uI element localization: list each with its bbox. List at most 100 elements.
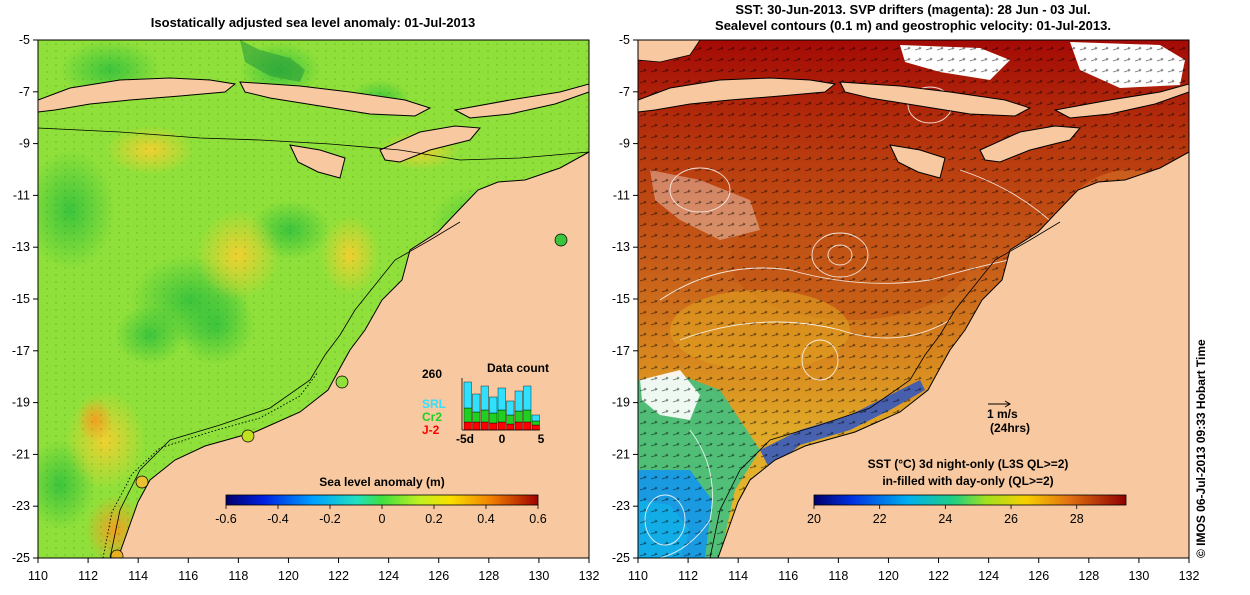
data-count-bar-2-0 [480, 421, 489, 431]
left_panel-x-tick-10: 130 [528, 569, 549, 583]
data-count-bar-7-0 [523, 421, 532, 431]
left_panel-x-tick-3: 116 [178, 569, 198, 583]
data-count-bars [463, 381, 540, 431]
left_panel-y-tick-9: -23 [12, 499, 30, 513]
sea-level-anomaly-map: Isostatically adjusted sea level anomaly… [12, 15, 600, 583]
left-y-axis: -5 -7 -9 -11 -13 -15 -17 -19 -21 -23 -25 [12, 33, 38, 565]
left_panel-x-tick-2: 114 [128, 569, 148, 583]
right-y-axis: -5 -7 -9 -11 -13 -15 -17 -19 -21 -23 -25 [612, 33, 638, 565]
left-panel-title: Isostatically adjusted sea level anomaly… [151, 15, 475, 30]
data-count-bar-4-1 [497, 409, 506, 423]
data-count-bar-2-1 [480, 409, 489, 423]
data-count-bar-6-2 [514, 390, 523, 412]
data-count-bar-0-0 [463, 421, 472, 431]
left_panel-y-tick-8: -21 [12, 447, 30, 461]
sla-field [38, 40, 589, 558]
left_panel-x-tick-5: 120 [278, 569, 299, 583]
right_panel-x-tick-6: 122 [928, 569, 949, 583]
data-count-bar-4-2 [497, 387, 506, 411]
right-x-axis: 110 112 114 116 118 120 122 124 126 128 130 132 [628, 558, 1199, 583]
sst-colorbar-label-line2: in-filled with day-only (QL>=2) [882, 474, 1053, 488]
left_panel-x-tick-4: 118 [228, 569, 248, 583]
left_panel-y-tick-7: -19 [12, 396, 30, 410]
sst-colorbar-tick-2: 24 [938, 512, 952, 526]
java-bali-lombok-islands [38, 77, 237, 113]
right_panel-y-tick-8: -21 [612, 447, 630, 461]
right_panel-x-tick-5: 120 [878, 569, 899, 583]
data-count-bar-7-1 [523, 409, 532, 423]
data-count-bar-7-2 [523, 385, 532, 411]
right_panel-x-tick-2: 114 [728, 569, 748, 583]
sla-colorbar-tick-2: -0.2 [319, 512, 341, 526]
right_panel-x-tick-4: 118 [828, 569, 848, 583]
sla-colorbar: Sea level anomaly (m) -0.6 -0.4 -0.2 0 0.2 0.… [215, 475, 547, 526]
left_panel-x-tick-11: 132 [579, 569, 600, 583]
velocity-scale-value: 1 m/s [987, 407, 1018, 421]
sla-colorbar-tick-0: -0.6 [215, 512, 237, 526]
right_panel-y-tick-4: -13 [612, 240, 630, 254]
right_panel-x-tick-7: 124 [978, 569, 999, 583]
right_panel-x-tick-3: 116 [778, 569, 798, 583]
data-count-bar-8-0 [531, 424, 540, 431]
sst-colorbar-tick-3: 26 [1004, 512, 1018, 526]
left_panel-y-tick-1: -7 [19, 85, 30, 99]
left_panel-y-tick-5: -15 [12, 292, 30, 306]
data-count-bar-4-0 [497, 421, 506, 431]
right_panel-y-tick-1: -7 [619, 85, 630, 99]
left_panel-x-tick-6: 122 [328, 569, 349, 583]
left_panel-x-tick-9: 128 [478, 569, 499, 583]
right-panel-title-line2: Sealevel contours (0.1 m) and geostrophi… [715, 18, 1111, 33]
data-count-bar-2-2 [480, 385, 489, 411]
data-count-bar-8-2 [531, 414, 540, 422]
data-count-bar-3-0 [489, 422, 498, 431]
data-count-bar-3-1 [489, 412, 498, 424]
left_panel-y-tick-0: -5 [19, 33, 30, 47]
left_panel-x-tick-0: 110 [28, 569, 48, 583]
data-count-bar-0-1 [463, 407, 472, 423]
data-count-bar-5-0 [506, 423, 515, 431]
sla-colorbar-tick-4: 0.2 [425, 512, 442, 526]
sla-colorbar-label: Sea level anomaly (m) [319, 475, 444, 489]
right_panel-y-tick-5: -15 [612, 292, 630, 306]
dc-x-tick-0: -5d [456, 432, 474, 446]
data-count-max: 260 [422, 367, 442, 381]
sst-colorbar-label-line1: SST (°C) 3d night-only (L3S QL>=2) [868, 457, 1069, 471]
left_panel-x-tick-8: 126 [428, 569, 449, 583]
data-count-bar-0-2 [463, 381, 472, 409]
data-count-title: Data count [487, 361, 549, 375]
sla-colorbar-tick-1: -0.4 [267, 512, 289, 526]
sst-field [638, 40, 1189, 558]
data-count-legend-cr2: Cr2 [422, 410, 442, 424]
java-bali-lombok-islands-sst [638, 77, 837, 113]
right-panel-title-line1: SST: 30-Jun-2013. SVP drifters (magenta)… [735, 2, 1090, 17]
data-count-legend-srl: SRL [422, 397, 446, 411]
right_panel-x-tick-10: 130 [1128, 569, 1149, 583]
imos-credit: © IMOS 06-Jul-2013 09:33 Hobart Time [1194, 339, 1208, 558]
right_panel-y-tick-6: -17 [612, 344, 630, 358]
left_panel-x-tick-1: 112 [78, 569, 98, 583]
sla-colorbar-tick-3: 0 [379, 512, 386, 526]
sumba-island-sst [889, 144, 946, 179]
left_panel-y-tick-4: -13 [12, 240, 30, 254]
data-count-bar-1-2 [472, 393, 481, 413]
timor-island [379, 125, 482, 163]
sla-colorbar-tick-6: 0.6 [529, 512, 546, 526]
left_panel-x-tick-7: 124 [378, 569, 399, 583]
sst-colorbar-tick-0: 20 [807, 512, 821, 526]
timor-island-sst [979, 125, 1082, 163]
data-count-bar-8-1 [531, 420, 540, 426]
left_panel-y-tick-10: -25 [12, 551, 30, 565]
australia-landmass-sst [717, 151, 1189, 558]
left_panel-y-tick-2: -9 [19, 137, 30, 151]
velocity-scale: 1 m/s (24hrs) [987, 400, 1030, 435]
dc-x-tick-2: 5 [538, 432, 545, 446]
banda-islands [453, 83, 589, 119]
sst-map: SST: 30-Jun-2013. SVP drifters (magenta)… [612, 2, 1200, 583]
right_panel-x-tick-8: 126 [1028, 569, 1049, 583]
left-x-axis: 110 112 114 116 118 120 122 124 126 128 130 132 [28, 558, 599, 583]
sla-colorbar-gradient [225, 494, 539, 506]
australia-landmass [117, 151, 589, 558]
